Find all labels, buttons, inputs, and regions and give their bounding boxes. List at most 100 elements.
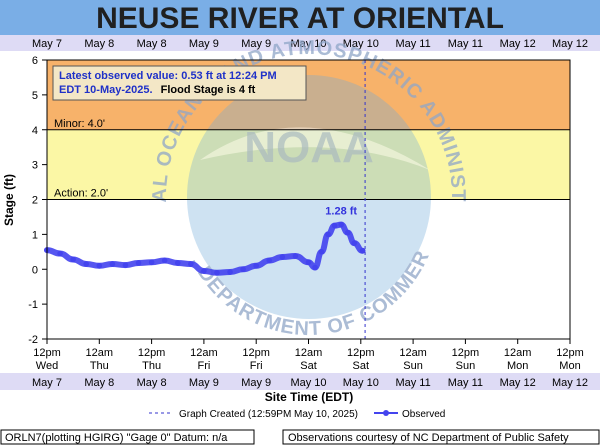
- observed-point-6: [122, 262, 129, 268]
- x-tick-day: Sun: [456, 360, 476, 372]
- footer-right-box: [282, 429, 600, 445]
- x-axis-title: Site Time (EDT): [265, 390, 353, 404]
- observed-point-23: [325, 231, 331, 238]
- observed-point-27: [351, 240, 358, 246]
- bottom-date-strip: [0, 373, 600, 390]
- x-tick-day: Mon: [559, 360, 580, 372]
- top-date-label: May 10: [343, 38, 379, 50]
- x-tick-day: Thu: [142, 360, 161, 372]
- observed-point-22: [318, 249, 325, 255]
- info-box-frame: [52, 65, 307, 101]
- bottom-date-label: May 12: [552, 377, 588, 389]
- watermark-disc: [187, 75, 431, 319]
- x-tick-time: 12pm: [33, 347, 61, 359]
- y-tick-label: 0: [32, 264, 38, 276]
- legend-created-label: Graph Created (12:59PM May 10, 2025): [179, 409, 358, 420]
- watermark-bird: [200, 127, 430, 170]
- top-date-labels: May 7 May 8 May 8 May 9 May 9 May 10 May 10 May…: [32, 38, 588, 50]
- x-tick-day: Sat: [353, 360, 370, 372]
- bottom-date-label: May 8: [84, 377, 114, 389]
- observed-point-28: [359, 247, 366, 254]
- info-line-1: Latest observed value: 0.53 ft at 12:24 …: [59, 70, 277, 82]
- bottom-date-label: May 9: [241, 377, 271, 389]
- bottom-date-label: May 11: [448, 377, 483, 389]
- observed-point-19: [292, 253, 299, 259]
- observed-point-18: [279, 254, 286, 260]
- x-tick-day: Fri: [197, 360, 210, 372]
- threshold-label-minor: Minor: 4.0': [54, 118, 105, 130]
- watermark-center: NOAA: [244, 123, 374, 172]
- y-tick-label: 6: [32, 55, 38, 67]
- y-tick-label: 2: [32, 195, 38, 207]
- y-tick-label: -1: [28, 299, 38, 311]
- x-tick-day: Sun: [403, 360, 423, 372]
- flood-band-action: [47, 129, 570, 200]
- footer-right-text: Observations courtesy of NC Department o…: [288, 432, 569, 444]
- threshold-label-action: Action: 2.0': [54, 188, 108, 200]
- info-line-2: EDT 10-May-2025. Flood Stage is 4 ft: [59, 84, 256, 96]
- observed-point-20: [305, 259, 312, 266]
- top-date-label: May 9: [241, 38, 271, 50]
- chart-title: NEUSE RIVER AT ORIENTAL: [96, 2, 504, 35]
- x-tick-day: Wed: [36, 360, 58, 372]
- observed-point-8: [148, 259, 155, 266]
- x-tick-time: 12pm: [138, 347, 166, 359]
- x-tick-time: 12am: [399, 347, 427, 359]
- y-tick-label: 3: [32, 160, 38, 172]
- observed-point-25: [338, 221, 344, 228]
- top-date-label: May 7: [32, 38, 62, 50]
- y-axis-title: Stage (ft): [2, 174, 16, 226]
- top-date-label: May 11: [395, 38, 430, 50]
- top-date-label: May 8: [137, 38, 167, 50]
- x-tick-day: Sat: [300, 360, 317, 372]
- threshold-lines: Minor: 4.0' Action: 2.0': [47, 118, 570, 200]
- footer-left-text: ORLN7(plotting HGIRG) "Gage 0" Datum: n/…: [5, 432, 228, 444]
- observed-point-13: [214, 269, 220, 276]
- top-date-strip: [0, 35, 600, 51]
- observed-point-12: [201, 268, 207, 274]
- footer-left-box: [0, 429, 255, 445]
- legend-observed-marker: [383, 410, 389, 416]
- top-date-label: May 10: [290, 38, 326, 50]
- observed-point-11: [188, 261, 194, 267]
- observed-point-5: [109, 261, 116, 267]
- observed-point-4: [96, 262, 103, 269]
- observed-point-2: [70, 256, 76, 263]
- x-axis: 12pmWed12amThu12pmThu12amFri12pmFri12amS…: [33, 339, 584, 372]
- y-tick-label: 4: [32, 125, 38, 137]
- x-tick-day: Mon: [507, 360, 528, 372]
- bottom-date-label: May 9: [189, 377, 219, 389]
- observed-point-24: [331, 222, 338, 229]
- observed-series: [44, 221, 366, 276]
- legend-observed-label: Observed: [402, 409, 445, 420]
- observed-point-17: [266, 257, 273, 264]
- bottom-date-label: May 8: [137, 377, 167, 389]
- observed-point-16: [253, 262, 259, 269]
- y-tick-label: 5: [32, 90, 38, 102]
- x-tick-day: Thu: [90, 360, 109, 372]
- x-tick-time: 12pm: [242, 347, 270, 359]
- observed-point-14: [227, 269, 233, 275]
- x-tick-time: 12am: [86, 347, 114, 359]
- observed-point-3: [83, 261, 90, 267]
- latest-observation-box: Latest observed value: 0.53 ft at 12:24 …: [52, 65, 307, 101]
- plot-area: NATIONAL OCEANIC AND ATMOSPHERIC ADMINIS…: [0, 0, 571, 340]
- observed-point-7: [135, 260, 142, 266]
- info-line-2-date: EDT 10-May-2025.: [59, 84, 153, 96]
- peak-label: 1.28 ft: [325, 206, 357, 218]
- observed-point-26: [344, 229, 351, 236]
- x-tick-time: 12pm: [452, 347, 480, 359]
- observed-point-15: [240, 266, 246, 273]
- observed-point-21: [312, 264, 318, 271]
- top-date-label: May 12: [500, 38, 536, 50]
- top-date-label: May 12: [552, 38, 588, 50]
- y-tick-label: -2: [28, 334, 38, 346]
- bottom-date-label: May 7: [32, 377, 62, 389]
- title-bar: [0, 0, 600, 35]
- bottom-date-label: May 11: [395, 377, 430, 389]
- bottom-date-label: May 12: [500, 377, 536, 389]
- x-tick-time: 12pm: [347, 347, 375, 359]
- bottom-date-labels: May 7 May 8 May 8 May 9 May 9 May 10 May 10 May…: [32, 377, 588, 389]
- x-tick-time: 12pm: [556, 347, 584, 359]
